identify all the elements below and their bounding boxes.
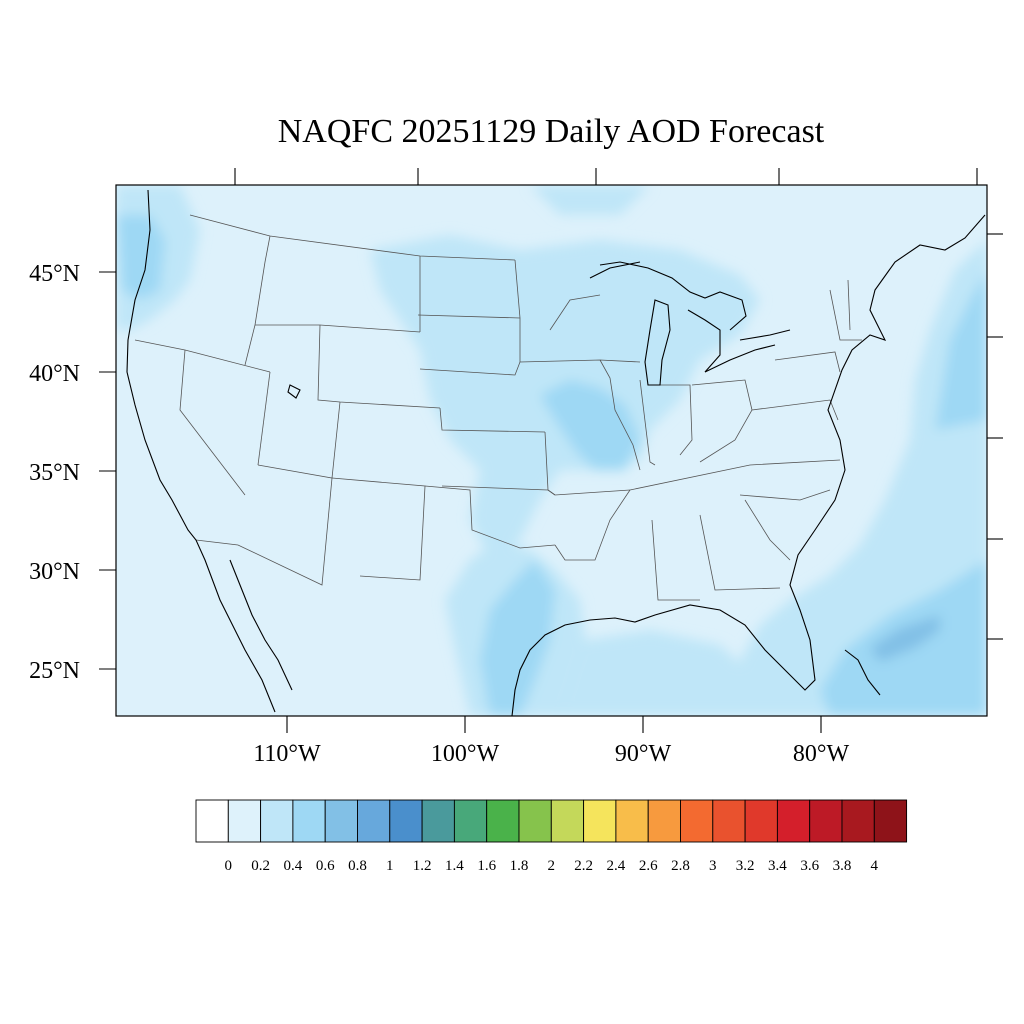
colorbar-box	[195, 799, 229, 843]
colorbar-box	[518, 799, 552, 843]
colorbar-tick-label: 0.4	[284, 858, 303, 874]
colorbar-tick-label: 1.8	[510, 858, 529, 874]
colorbar-box	[615, 799, 649, 843]
colorbar-box	[841, 799, 875, 843]
colorbar-box	[647, 799, 681, 843]
colorbar-tick-label: 1.2	[413, 858, 432, 874]
colorbar-box	[809, 799, 843, 843]
latitude-labels: 45°N 40°N 35°N 30°N 25°N	[29, 261, 80, 684]
colorbar-boxes	[195, 799, 908, 843]
colorbar-tick-label: 3	[709, 858, 717, 874]
colorbar-tick-label: 2.8	[671, 858, 690, 874]
colorbar-tick-label: 4	[871, 858, 879, 874]
aod-field	[116, 185, 987, 716]
colorbar-box	[260, 799, 294, 843]
colorbar-tick-label: 0.6	[316, 858, 335, 874]
longitude-labels: 110°W 100°W 90°W 80°W	[253, 741, 849, 767]
lat-label: 45°N	[29, 261, 80, 287]
colorbar-tick-label: 2	[548, 858, 556, 874]
colorbar-tick-label: 0	[225, 858, 233, 874]
colorbar-box	[292, 799, 326, 843]
lon-label: 90°W	[615, 741, 672, 767]
colorbar-tick-label: 1.6	[477, 858, 496, 874]
colorbar-box	[680, 799, 714, 843]
lat-label: 25°N	[29, 658, 80, 684]
colorbar-tick-label: 0.2	[251, 858, 270, 874]
colorbar-tick-label: 1	[386, 858, 394, 874]
map-title: NAQFC 20251129 Daily AOD Forecast	[278, 113, 825, 150]
top-ticks	[234, 168, 978, 185]
colorbar-tick-label: 3.6	[800, 858, 819, 874]
colorbar-box	[712, 799, 746, 843]
coastlines	[126, 189, 986, 716]
colorbar-box	[227, 799, 262, 843]
map-panel: 45°N 40°N 35°N 30°N 25°N 110°W 100°W 90°…	[29, 168, 1003, 767]
colorbar-box	[776, 799, 811, 843]
colorbar-box	[873, 799, 908, 843]
colorbar-tick-label: 2.2	[574, 858, 593, 874]
lon-label: 80°W	[793, 741, 850, 767]
colorbar-tick-label: 3.8	[833, 858, 852, 874]
left-ticks	[99, 271, 116, 670]
bottom-ticks	[286, 716, 822, 733]
colorbar-tick-label: 3.4	[768, 858, 787, 874]
colorbar-tick-label: 0.8	[348, 858, 367, 874]
map-frame	[115, 184, 988, 717]
lat-label: 30°N	[29, 559, 80, 585]
lon-label: 100°W	[431, 741, 500, 767]
colorbar-box	[583, 799, 617, 843]
colorbar-box	[486, 799, 520, 843]
colorbar-box	[421, 799, 455, 843]
right-ticks	[987, 233, 1003, 640]
colorbar-labels: 0 0.2 0.4 0.6 0.8 1 1.2 1.4 1.6 1.8 2 2.2 2.4 2.6 2.8 3…	[225, 858, 879, 874]
colorbar: 0 0.2 0.4 0.6 0.8 1 1.2 1.4 1.6 1.8 2 2.2 2.4 2.6 2.8 3…	[195, 799, 908, 874]
colorbar-tick-label: 2.6	[639, 858, 658, 874]
state-borders	[134, 214, 862, 601]
colorbar-box	[324, 799, 358, 843]
colorbar-tick-label: 2.4	[607, 858, 626, 874]
colorbar-box	[389, 799, 423, 843]
colorbar-box	[357, 799, 391, 843]
lon-label: 110°W	[253, 741, 321, 767]
lat-label: 35°N	[29, 460, 80, 486]
colorbar-box	[453, 799, 488, 843]
colorbar-tick-label: 3.2	[736, 858, 755, 874]
colorbar-tick-label: 1.4	[445, 858, 464, 874]
colorbar-box	[550, 799, 585, 843]
colorbar-box	[744, 799, 778, 843]
lat-label: 40°N	[29, 361, 80, 387]
